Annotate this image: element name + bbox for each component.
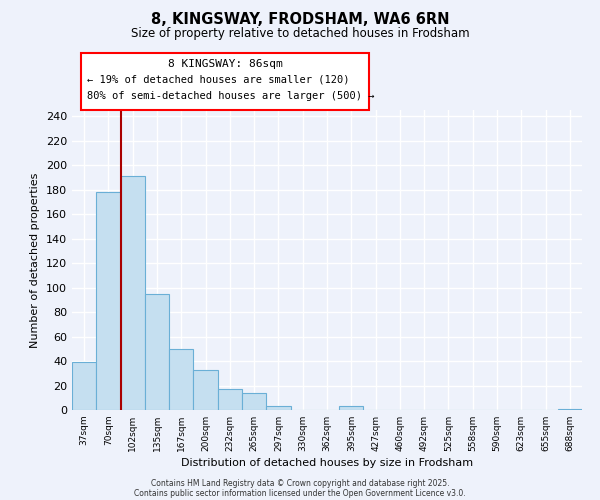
Text: 8, KINGSWAY, FRODSHAM, WA6 6RN: 8, KINGSWAY, FRODSHAM, WA6 6RN bbox=[151, 12, 449, 28]
Bar bbox=[96, 192, 121, 410]
Bar bbox=[339, 406, 364, 410]
Bar bbox=[72, 362, 96, 410]
Text: Contains public sector information licensed under the Open Government Licence v3: Contains public sector information licen… bbox=[134, 488, 466, 498]
Bar bbox=[169, 349, 193, 410]
Y-axis label: Number of detached properties: Number of detached properties bbox=[31, 172, 40, 348]
Bar bbox=[242, 393, 266, 410]
Text: 80% of semi-detached houses are larger (500) →: 80% of semi-detached houses are larger (… bbox=[87, 92, 374, 102]
Bar bbox=[266, 406, 290, 410]
Text: ← 19% of detached houses are smaller (120): ← 19% of detached houses are smaller (12… bbox=[87, 75, 349, 85]
Bar bbox=[121, 176, 145, 410]
Bar bbox=[218, 389, 242, 410]
X-axis label: Distribution of detached houses by size in Frodsham: Distribution of detached houses by size … bbox=[181, 458, 473, 468]
Text: Size of property relative to detached houses in Frodsham: Size of property relative to detached ho… bbox=[131, 28, 469, 40]
Bar bbox=[558, 409, 582, 410]
Bar bbox=[193, 370, 218, 410]
Text: Contains HM Land Registry data © Crown copyright and database right 2025.: Contains HM Land Registry data © Crown c… bbox=[151, 478, 449, 488]
Text: 8 KINGSWAY: 86sqm: 8 KINGSWAY: 86sqm bbox=[167, 59, 283, 69]
Bar bbox=[145, 294, 169, 410]
